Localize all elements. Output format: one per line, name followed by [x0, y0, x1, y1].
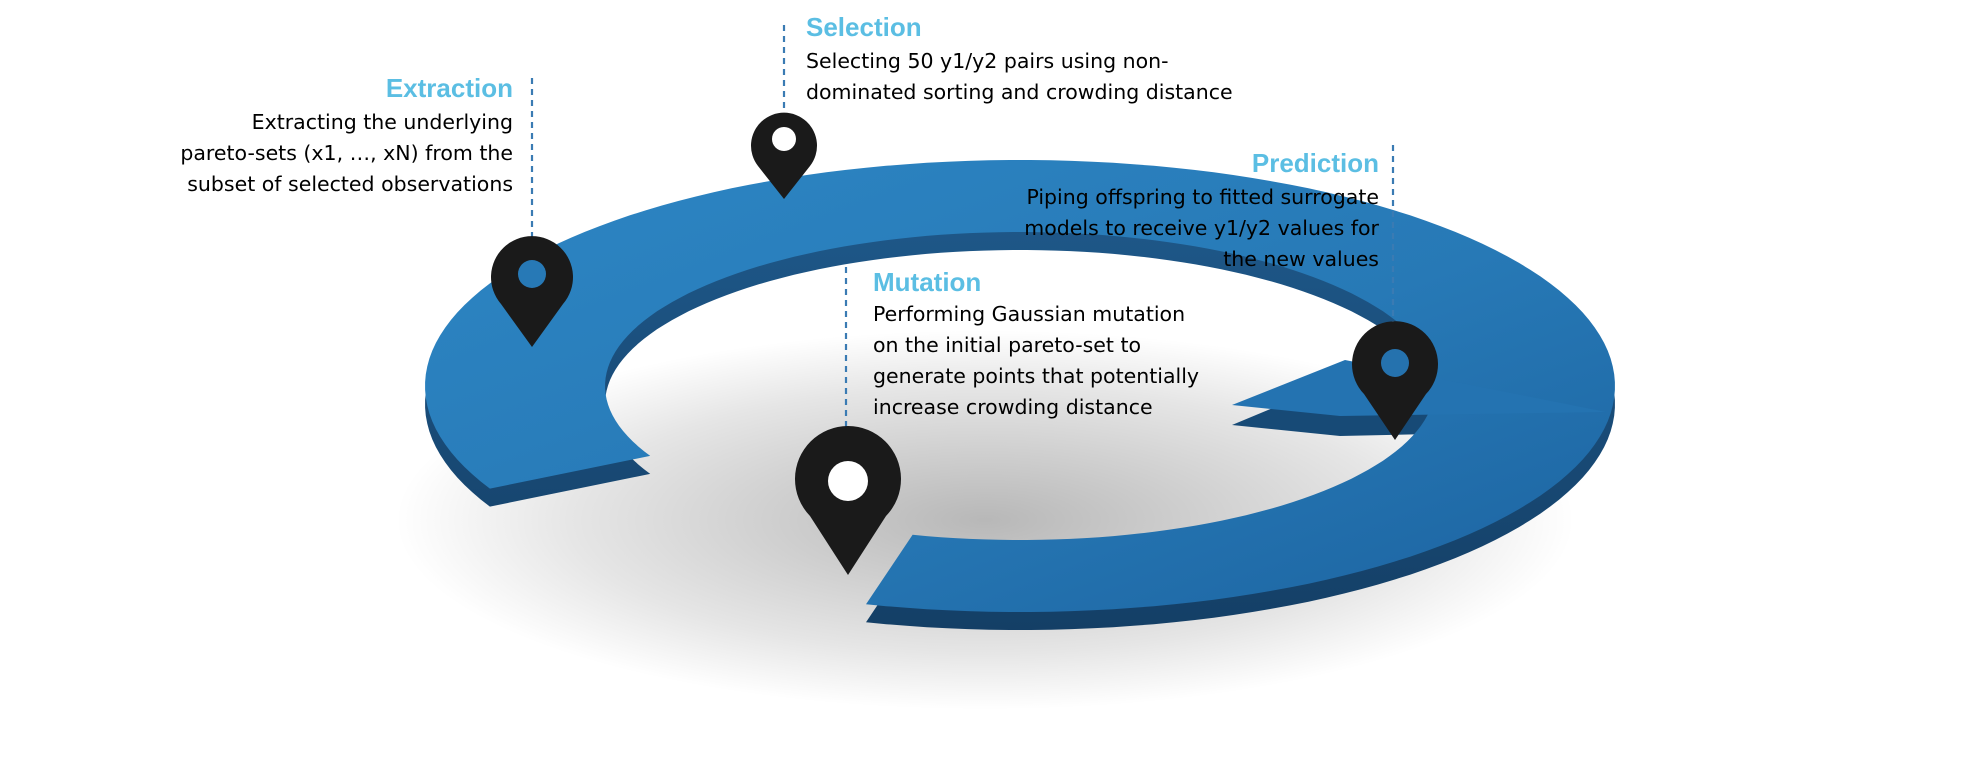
mutation-map-pin-icon	[795, 426, 901, 575]
prediction-title: Prediction	[1251, 148, 1379, 178]
selection-map-pin-icon	[751, 112, 817, 199]
prediction-map-pin-icon	[1352, 321, 1438, 440]
extraction-description-line: Extracting the underlying	[251, 110, 513, 134]
selection-description-line: dominated sorting and crowding distance	[806, 80, 1233, 104]
prediction-description-line: the new values	[1223, 247, 1379, 271]
extraction-description-line: subset of selected observations	[187, 172, 513, 196]
prediction-description: Piping offspring to fitted surrogate mod…	[1024, 182, 1379, 275]
mutation-description: Performing Gaussian mutation on the init…	[873, 299, 1199, 423]
selection-description-line: Selecting 50 y1/y2 pairs using non-	[806, 49, 1169, 73]
mutation-description-line: increase crowding distance	[873, 395, 1153, 419]
extraction-map-pin-icon	[491, 236, 573, 347]
prediction-description-line: Piping offspring to fitted surrogate	[1026, 185, 1379, 209]
extraction-title: Extraction	[385, 73, 513, 103]
mutation-description-line: on the initial pareto-set to	[873, 333, 1142, 357]
mutation-title: Mutation	[873, 267, 982, 297]
extraction-description: Extracting the underlying pareto-sets (x…	[180, 107, 513, 200]
extraction-description-line: pareto-sets (x1, …, xN) from the	[180, 141, 513, 165]
prediction-description-line: models to receive y1/y2 values for	[1024, 216, 1379, 240]
selection-title: Selection	[806, 12, 922, 42]
selection-description: Selecting 50 y1/y2 pairs using non- domi…	[806, 46, 1233, 108]
mutation-description-line: Performing Gaussian mutation	[873, 302, 1186, 326]
mutation-description-line: generate points that potentially	[873, 364, 1200, 388]
circular-arrow-body	[425, 160, 1615, 612]
